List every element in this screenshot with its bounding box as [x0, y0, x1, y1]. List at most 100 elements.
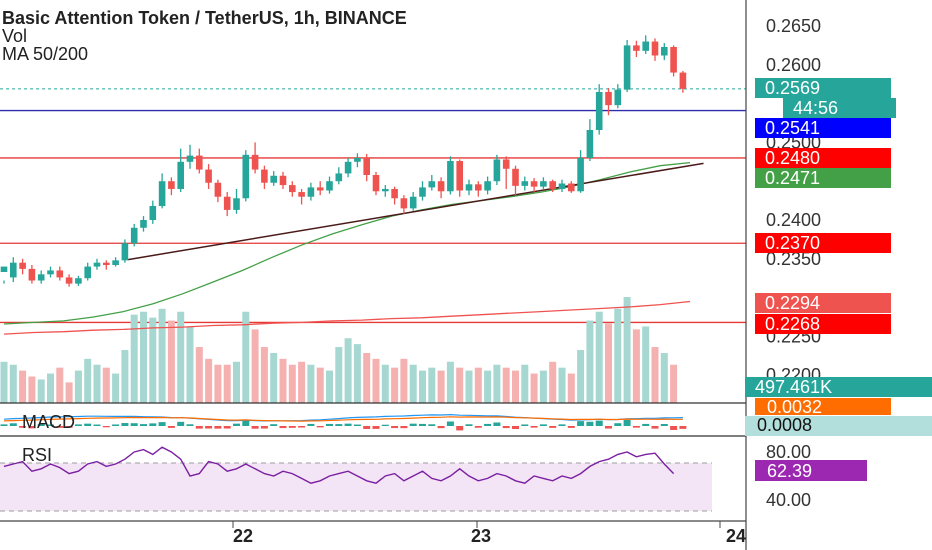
volume-bar: [642, 326, 650, 403]
candle-body: [149, 206, 157, 220]
candle-body: [679, 72, 687, 89]
macd-hist-bar: [437, 426, 445, 429]
price-badge-label: 0.2268: [765, 314, 820, 334]
macd-hist-bar: [270, 424, 278, 426]
candle-body: [37, 274, 45, 281]
candle-body: [93, 262, 101, 267]
volume-bar: [614, 308, 622, 403]
candle-body: [19, 262, 26, 269]
price-tick-label: 0.2650: [766, 16, 821, 36]
candle-body: [28, 268, 36, 281]
volume-bar: [9, 364, 17, 403]
candle-body: [316, 187, 324, 191]
candle-body: [186, 155, 194, 162]
macd-hist-bar: [623, 420, 631, 426]
macd-hist-bar: [260, 426, 268, 429]
macd-hist-bar: [279, 426, 287, 429]
candle-body: [47, 270, 54, 275]
macd-hist-bar: [605, 426, 612, 429]
volume-bar: [549, 361, 557, 403]
candle-body: [568, 183, 575, 192]
candle-body: [577, 157, 584, 192]
macd-hist-bar: [233, 423, 240, 426]
candle-body: [651, 41, 659, 56]
legend-vol[interactable]: Vol: [2, 26, 27, 46]
macd-hist-bar: [205, 426, 213, 429]
macd-hist-bar: [28, 426, 36, 429]
candle-body: [103, 262, 110, 266]
macd-hist-bar: [530, 426, 538, 428]
candle-body: [419, 187, 426, 197]
macd-hist-bar: [167, 426, 175, 428]
macd-hist-bar: [84, 423, 92, 426]
volume-bar: [502, 367, 510, 403]
candle-body: [372, 174, 380, 192]
time-label-22: 22: [233, 526, 253, 546]
candle-body: [251, 154, 259, 170]
macd-hist-bar: [381, 424, 389, 426]
candle-body: [633, 45, 640, 51]
price-badge-bg: [755, 293, 891, 313]
price-badge-bg: [755, 78, 891, 98]
candle-body: [344, 161, 352, 174]
price-badge-bg: [745, 377, 932, 397]
macd-hist-bar: [586, 421, 594, 426]
macd-hist-bar: [242, 420, 250, 426]
candle-body: [279, 175, 287, 186]
macd-hist-bar: [335, 424, 343, 426]
volume-bar: [149, 317, 157, 403]
volume-bar: [474, 367, 482, 403]
volume-bar: [140, 311, 147, 403]
macd-hist-bar: [112, 424, 120, 426]
volume-bar: [577, 350, 585, 403]
candle-body: [391, 188, 398, 199]
macd-hist-bar: [130, 423, 138, 426]
volume-bar: [381, 364, 389, 403]
chart-title: Basic Attention Token / TetherUS, 1h, BI…: [2, 8, 407, 28]
candle-body: [158, 181, 166, 207]
rsi-badge-label: 62.39: [767, 461, 812, 481]
macd-hist-bar: [493, 422, 501, 426]
volume-bar: [307, 364, 315, 403]
candle-body: [10, 262, 17, 278]
macd-hist-bar: [567, 426, 575, 428]
legend-ma[interactable]: MA 50/200: [2, 44, 88, 64]
candle-body: [307, 187, 315, 197]
volume-bar: [456, 367, 464, 403]
rsi-legend[interactable]: RSI: [22, 445, 52, 465]
volume-bar: [446, 361, 454, 403]
macd-legend[interactable]: MACD: [22, 412, 75, 432]
volume-bar: [558, 367, 566, 403]
price-badge-label: 497.461K: [755, 377, 832, 397]
macd-hist-bar: [484, 423, 492, 426]
macd-hist-bar: [372, 426, 380, 429]
macd-hist-bar: [56, 426, 64, 428]
volume-bar: [567, 373, 575, 403]
candle-body: [670, 46, 677, 73]
macd-badge-label: 0.0008: [757, 415, 812, 435]
macd-hist-bar: [419, 423, 426, 426]
volume-bar: [512, 370, 519, 403]
candle-body: [493, 159, 501, 182]
candle-body: [437, 181, 445, 192]
price-badge-label: 0.2471: [765, 168, 820, 188]
price-tick-label: 0.2400: [766, 210, 821, 230]
macd-hist-bar: [177, 421, 185, 426]
macd-hist-bar: [539, 424, 547, 426]
price-badge-bg: [755, 233, 891, 253]
rsi-line: [3, 446, 675, 484]
volume-bar: [65, 382, 73, 403]
volume-bar: [260, 347, 268, 403]
candle-body: [205, 169, 212, 183]
macd-hist-bar: [670, 426, 678, 430]
volume-bar: [484, 370, 492, 403]
candle-body: [465, 184, 473, 191]
macd-hist-bar: [363, 426, 371, 429]
candle-body: [270, 175, 277, 183]
macd-hist-bar: [474, 426, 482, 428]
volume-bar: [660, 352, 668, 403]
rsi-band: [0, 463, 712, 511]
macd-signal-line: [3, 416, 683, 422]
candle-body: [530, 181, 538, 187]
